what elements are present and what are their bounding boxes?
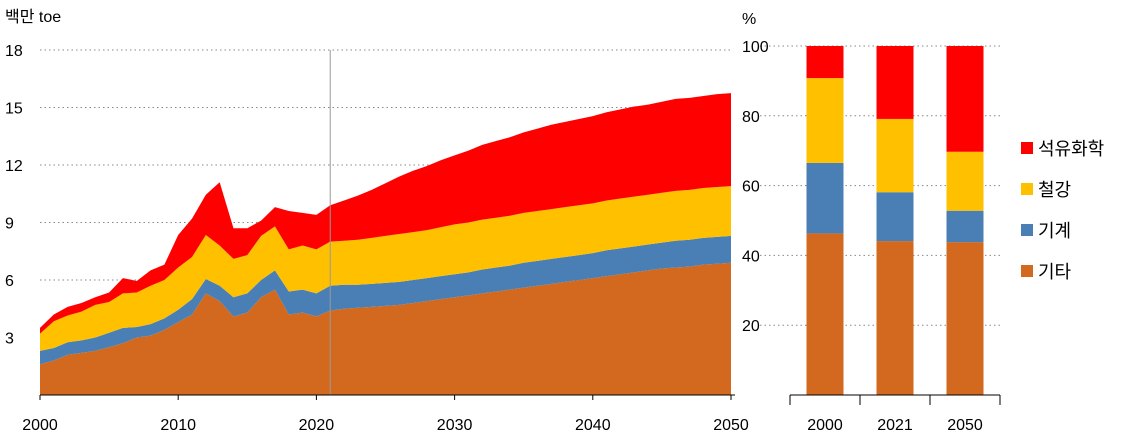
legend-item-철강: 철강 — [1021, 180, 1071, 200]
x-tick-label: 2010 — [160, 417, 196, 434]
x-tick-label: 2021 — [877, 417, 913, 434]
y-tick-label: 20 — [742, 318, 760, 335]
bar-segment-기타-2021 — [876, 241, 914, 395]
y-tick-label: 3 — [5, 331, 14, 348]
legend-swatch — [1021, 142, 1033, 154]
legend-label: 석유화학 — [1038, 139, 1104, 159]
y-tick-label: 6 — [5, 273, 14, 290]
legend-item-기계: 기계 — [1021, 221, 1071, 241]
x-tick-label: 2050 — [947, 417, 983, 434]
bar-segment-기타-2000 — [806, 233, 844, 395]
x-tick-label: 2000 — [807, 417, 843, 434]
bar-segment-석유화학-2000 — [806, 46, 844, 79]
area-series-철강 — [40, 186, 731, 351]
legend-swatch — [1021, 224, 1033, 236]
y-tick-label: 60 — [742, 179, 760, 196]
x-tick-label: 2050 — [713, 417, 749, 434]
y-tick-label: 100 — [742, 39, 769, 56]
area-series-기계 — [40, 235, 731, 365]
y-tick-label: 12 — [5, 158, 23, 175]
legend-label: 철강 — [1038, 180, 1071, 200]
y-tick-label: 80 — [742, 109, 760, 126]
bar-chart-x-ticks: 2000 2021 2050 — [789, 395, 1001, 434]
bar-segment-석유화학-2021 — [876, 46, 914, 119]
bar-segment-기타-2050 — [946, 242, 984, 395]
y-tick-label: 40 — [742, 248, 760, 265]
legend-item-기타: 기타 — [1021, 262, 1072, 282]
bar-chart: 2000 2021 2050 20 40 60 80 100 % — [742, 11, 1001, 434]
bar-segment-철강-2000 — [806, 78, 844, 163]
bar-segment-석유화학-2050 — [946, 46, 984, 152]
area-chart-x-ticks: 2000 2010 2020 2030 2040 2050 — [22, 395, 749, 434]
y-tick-label: 15 — [5, 101, 23, 118]
x-tick-label: 2030 — [437, 417, 473, 434]
bar-segment-철강-2021 — [876, 118, 914, 193]
legend-item-석유화학: 석유화학 — [1021, 139, 1104, 159]
bar-segment-기계-2050 — [946, 210, 984, 243]
y-tick-label: 18 — [5, 43, 23, 60]
legend-swatch — [1021, 183, 1033, 195]
y-tick-label: 9 — [5, 216, 14, 233]
bar-chart-y-unit: % — [742, 11, 756, 28]
area-chart-series — [40, 93, 731, 395]
x-tick-label: 2000 — [22, 417, 58, 434]
area-chart-y-unit: 백만 toe — [5, 8, 61, 26]
area-chart: 2000 2010 2020 2030 2040 2050 3 6 9 12 15 18 백만 to… — [5, 8, 749, 434]
x-tick-label: 2020 — [299, 417, 335, 434]
area-series-기타 — [40, 262, 731, 395]
legend-label: 기타 — [1038, 262, 1072, 282]
bar-chart-y-ticks: 20 40 60 80 100 — [742, 39, 769, 335]
area-series-석유화학 — [40, 93, 731, 334]
bar-segment-기계-2021 — [876, 192, 914, 242]
legend-swatch — [1021, 265, 1033, 277]
bar-chart-series — [806, 46, 984, 395]
legend-label: 기계 — [1038, 221, 1071, 241]
bar-segment-철강-2050 — [946, 151, 984, 211]
bar-segment-기계-2000 — [806, 162, 844, 234]
area-chart-y-ticks: 3 6 9 12 15 18 — [5, 43, 23, 348]
x-tick-label: 2040 — [575, 417, 611, 434]
